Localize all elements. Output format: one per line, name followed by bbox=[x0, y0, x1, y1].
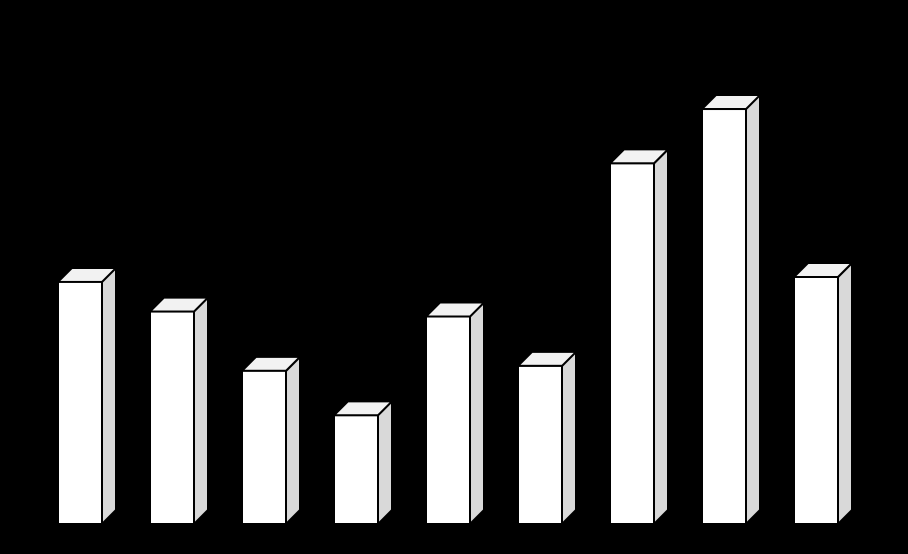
bar-6 bbox=[518, 352, 576, 524]
bar-8 bbox=[702, 95, 760, 524]
bar-5 bbox=[426, 303, 484, 524]
bar-chart-3d bbox=[0, 0, 908, 554]
bar-4 bbox=[334, 401, 392, 524]
bar-3 bbox=[242, 357, 300, 524]
bar-7 bbox=[610, 149, 668, 524]
bar-1 bbox=[58, 268, 116, 524]
bar-2 bbox=[150, 298, 208, 524]
bar-9 bbox=[794, 263, 852, 524]
